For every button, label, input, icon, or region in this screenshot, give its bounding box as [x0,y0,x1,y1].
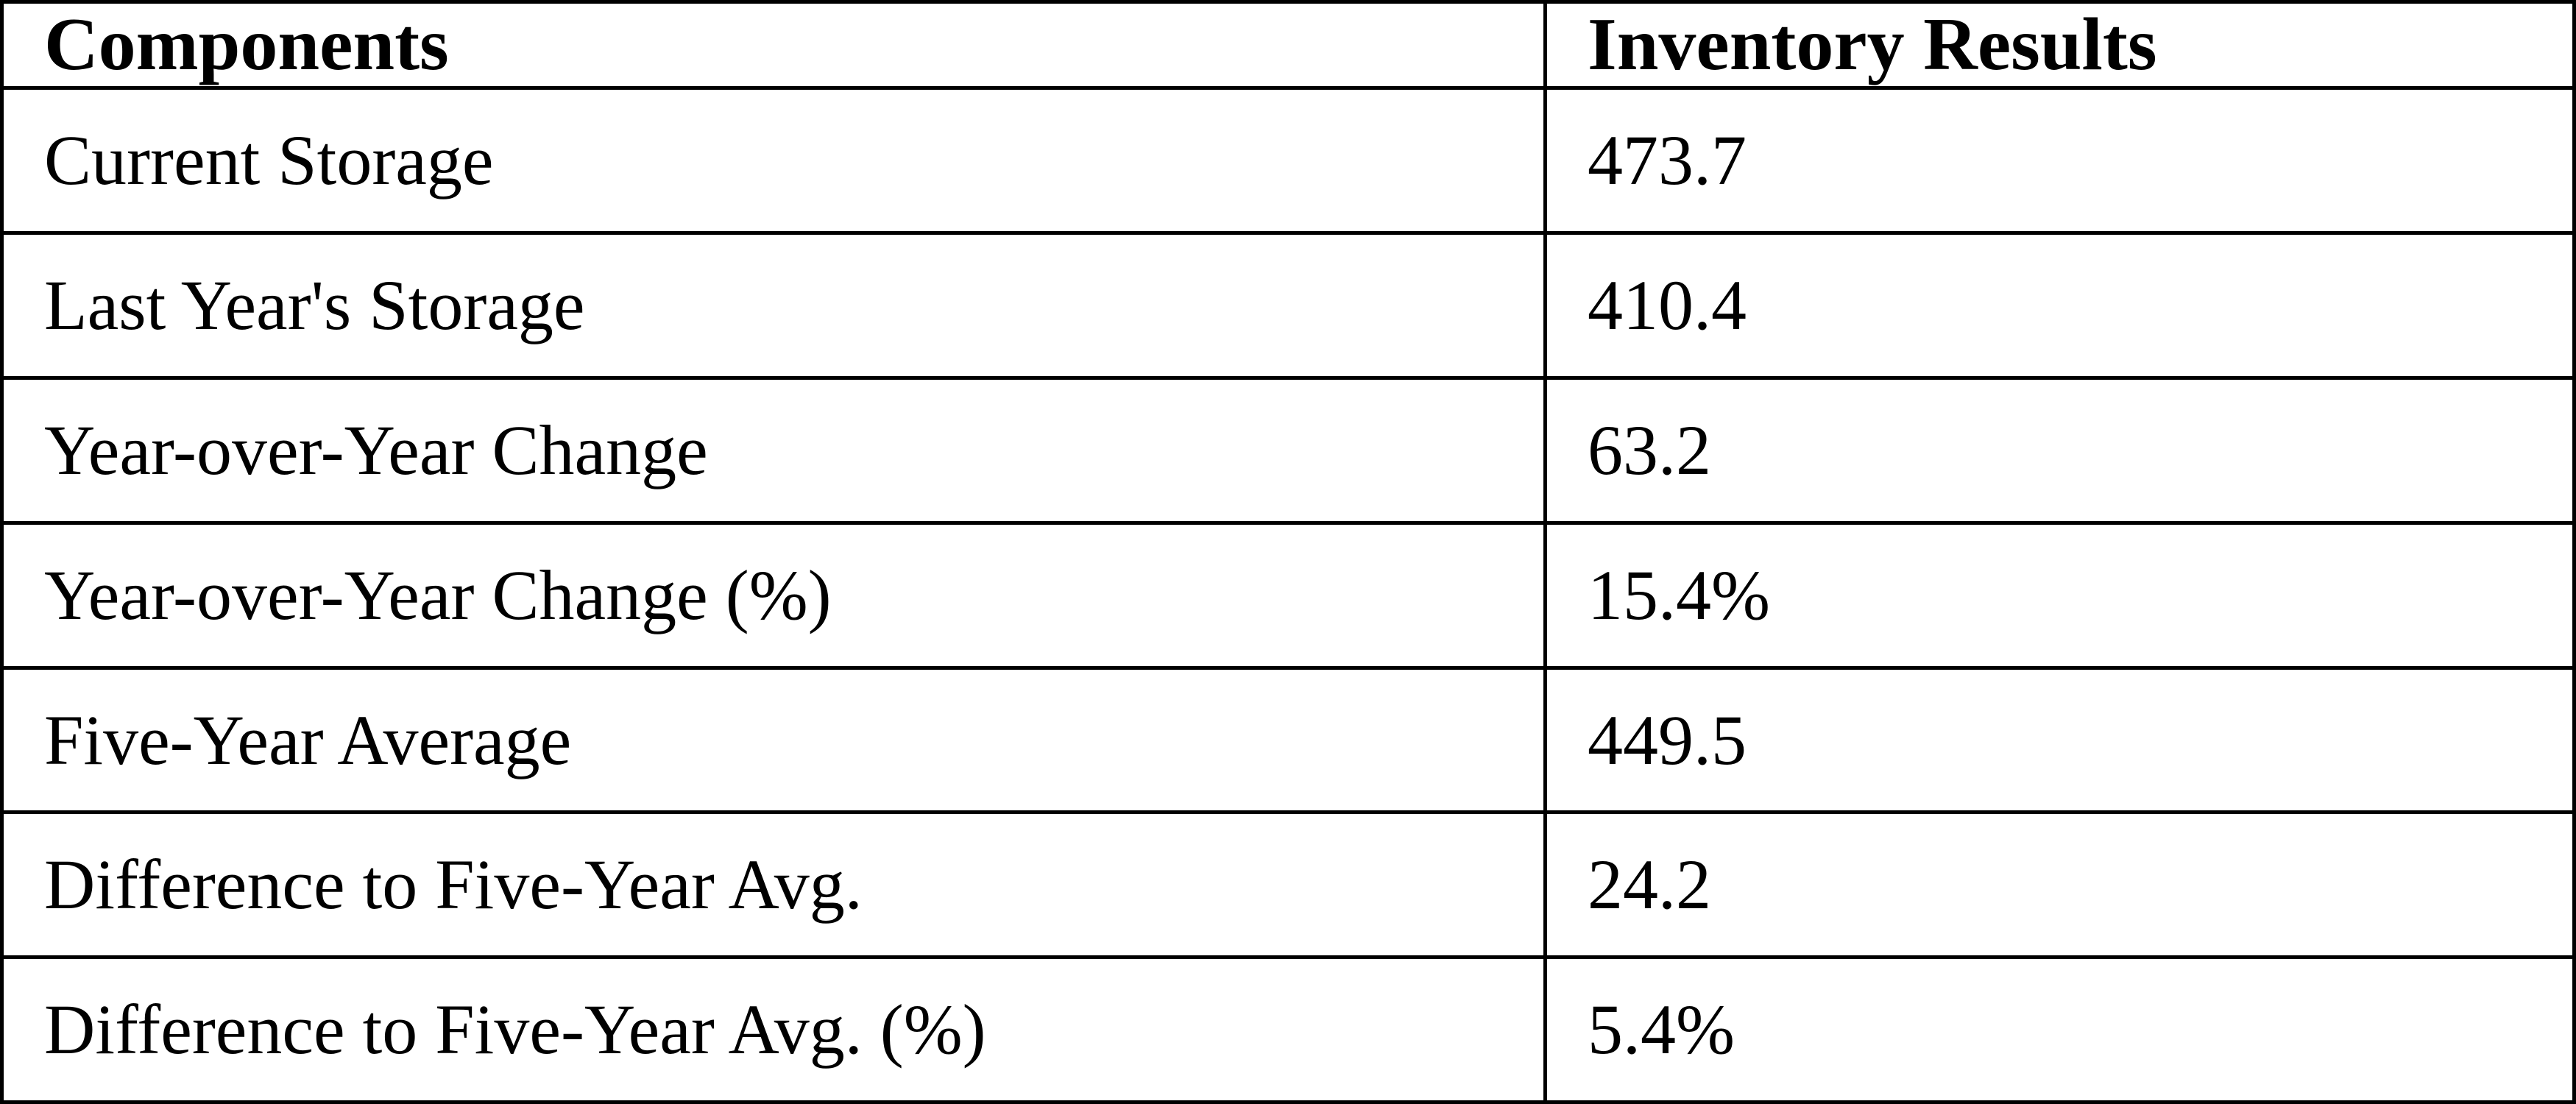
table-row: Year-over-Year Change 63.2 [0,375,2576,525]
header-row: Components Inventory Results [0,0,2576,91]
component-cell: Five-Year Average [0,665,1547,815]
result-cell: 63.2 [1543,375,2576,525]
component-cell: Last Year's Storage [0,231,1547,380]
result-cell: 449.5 [1543,665,2576,815]
column-header-inventory-results: Inventory Results [1543,0,2576,91]
component-cell: Year-over-Year Change (%) [0,520,1547,670]
result-cell: 15.4% [1543,520,2576,670]
table-row: Year-over-Year Change (%) 15.4% [0,520,2576,670]
table-row: Five-Year Average 449.5 [0,665,2576,815]
table-row: Current Storage 473.7 [0,86,2576,236]
component-cell: Current Storage [0,86,1547,236]
table-row: Last Year's Storage 410.4 [0,231,2576,380]
result-cell: 473.7 [1543,86,2576,236]
result-cell: 410.4 [1543,231,2576,380]
table-row: Difference to Five-Year Avg. 24.2 [0,810,2576,960]
component-cell: Year-over-Year Change [0,375,1547,525]
component-cell: Difference to Five-Year Avg. [0,810,1547,960]
result-cell: 24.2 [1543,810,2576,960]
result-cell: 5.4% [1543,955,2576,1104]
column-header-components: Components [0,0,1547,91]
component-cell: Difference to Five-Year Avg. (%) [0,955,1547,1104]
table-row: Difference to Five-Year Avg. (%) 5.4% [0,955,2576,1104]
